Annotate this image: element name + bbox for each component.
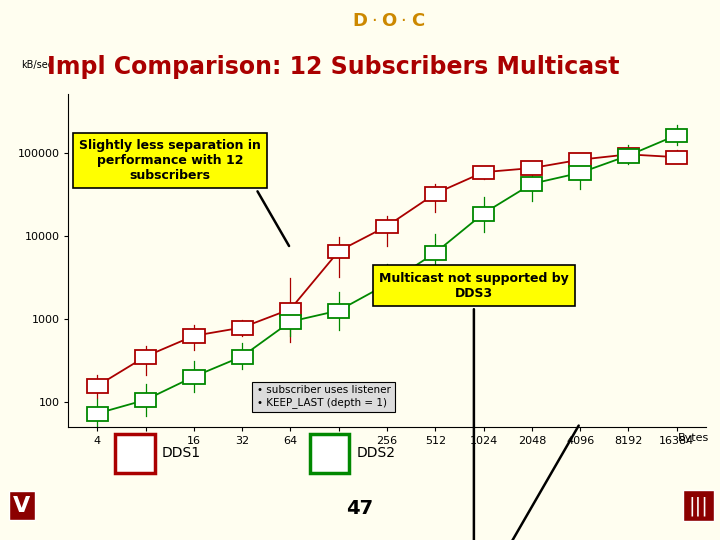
Bar [232, 350, 253, 363]
Bar [425, 187, 446, 201]
Text: D: D [353, 12, 367, 30]
Text: Slightly less separation in
performance with 12
subscribers: Slightly less separation in performance … [78, 139, 289, 246]
Bar [666, 151, 688, 164]
Bar [473, 207, 494, 220]
Text: kB/sec: kB/sec [22, 60, 54, 70]
Bar [521, 161, 542, 175]
Bar [425, 246, 446, 260]
Bar [184, 329, 204, 343]
Text: DDS2: DDS2 [356, 446, 395, 460]
Text: • subscriber uses listener
• KEEP_LAST (depth = 1): • subscriber uses listener • KEEP_LAST (… [256, 386, 390, 408]
Bar [184, 370, 204, 384]
Bar [618, 148, 639, 161]
Bar [328, 304, 349, 318]
Bar [280, 302, 301, 316]
Bar [328, 245, 349, 258]
Text: 47: 47 [346, 500, 374, 518]
Bar [280, 315, 301, 329]
Bar [86, 379, 108, 393]
Bar [310, 434, 349, 473]
Bar [135, 350, 156, 363]
Text: V: V [13, 496, 30, 516]
Bar [377, 278, 397, 291]
Text: C: C [411, 12, 424, 30]
Bar [666, 129, 688, 143]
Bar [86, 407, 108, 421]
Bar [135, 393, 156, 407]
Text: Bytes: Bytes [678, 433, 709, 443]
Bar [115, 434, 155, 473]
Bar [570, 166, 590, 180]
Bar [473, 166, 494, 179]
Text: O: O [381, 12, 397, 30]
Text: |||: ||| [688, 496, 708, 516]
Bar [618, 149, 639, 163]
Text: DDS1: DDS1 [162, 446, 201, 460]
Text: ·: · [372, 12, 377, 30]
Bar [377, 220, 397, 233]
Text: Multicast not supported by
DDS3: Multicast not supported by DDS3 [379, 272, 579, 540]
Bar [570, 153, 590, 167]
Bar [521, 177, 542, 191]
Text: Impl Comparison: 12 Subscribers Multicast: Impl Comparison: 12 Subscribers Multicas… [47, 55, 619, 79]
Text: ·: · [400, 12, 406, 30]
Bar [232, 321, 253, 335]
